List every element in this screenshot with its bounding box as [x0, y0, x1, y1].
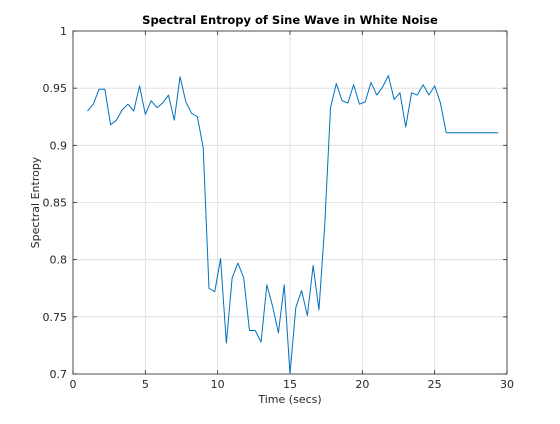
y-tick-label: 0.75 — [43, 311, 68, 324]
x-tick-label: 30 — [500, 378, 514, 391]
spectral-entropy-line — [87, 75, 499, 375]
x-axis-title: Time (secs) — [257, 393, 321, 406]
x-tick-label: 5 — [142, 378, 149, 391]
x-tick-label: 15 — [283, 378, 297, 391]
y-tick-label: 0.7 — [50, 368, 68, 381]
chart-title: Spectral Entropy of Sine Wave in White N… — [142, 13, 438, 27]
y-tick-label: 0.9 — [50, 139, 68, 152]
y-tick-label: 0.95 — [43, 82, 68, 95]
y-tick-label: 0.85 — [43, 197, 68, 210]
series-layer — [87, 75, 499, 375]
x-tick-label: 0 — [70, 378, 77, 391]
tick-labels: 0 5 10 15 20 25 30 0.7 0.75 0.8 0.85 0.9 0.95 1 — [43, 25, 515, 391]
y-tick-label: 1 — [60, 25, 67, 38]
x-tick-label: 25 — [428, 378, 442, 391]
x-tick-label: 10 — [211, 378, 225, 391]
grid-lines — [72, 30, 508, 375]
y-tick-label: 0.8 — [50, 254, 68, 267]
x-tick-label: 20 — [355, 378, 369, 391]
y-axis-title: Spectral Entropy — [29, 156, 42, 248]
